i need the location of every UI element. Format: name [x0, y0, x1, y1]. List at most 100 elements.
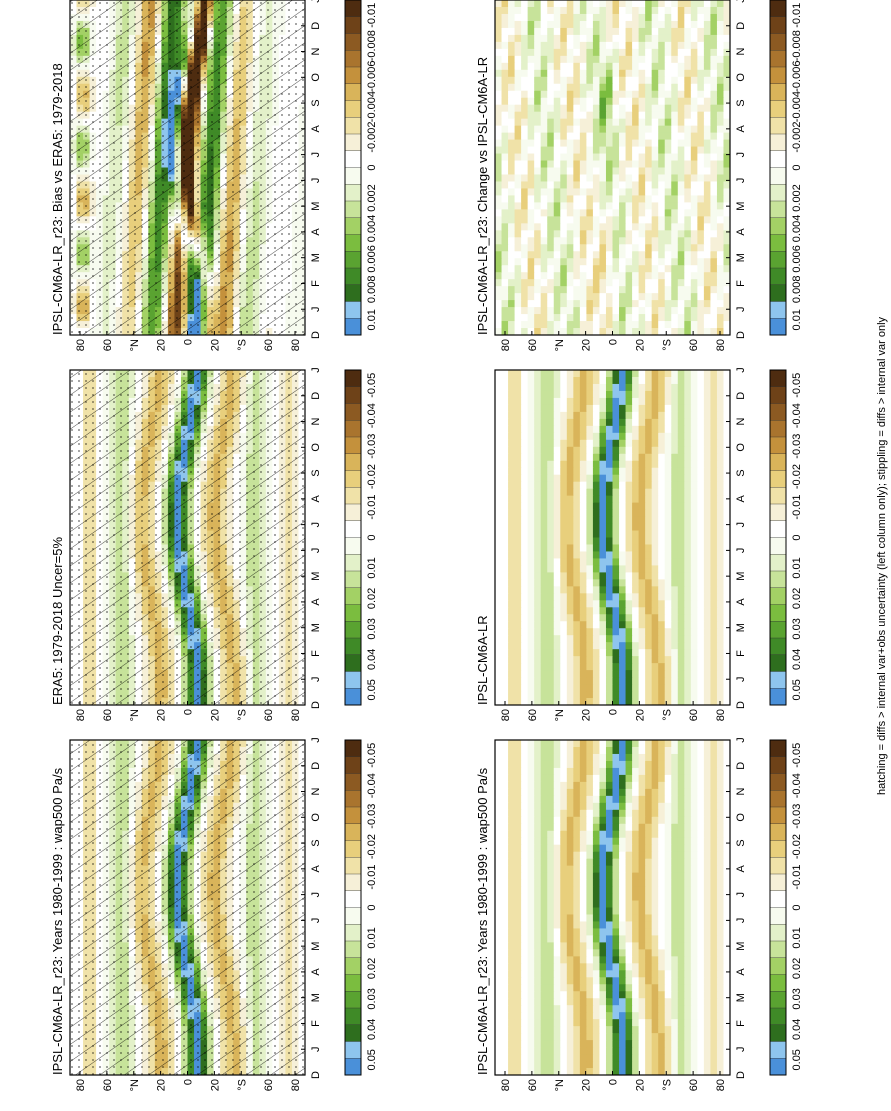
colorbar-swatch [344, 739, 362, 757]
colorbar-label: -0.03 [366, 434, 378, 459]
lat-tick-label: °S [236, 709, 248, 721]
colorbar-swatch [344, 907, 362, 925]
colorbar-swatch [344, 671, 362, 689]
month-tick-label: M [310, 572, 322, 581]
month-tick-label: A [310, 598, 322, 606]
month-tick-label: F [310, 1020, 322, 1027]
month-tick-label: J [310, 676, 322, 682]
lat-tick-label: 20 [209, 1079, 221, 1091]
month-tick-label: D [310, 1071, 322, 1079]
month-tick-label: D [310, 701, 322, 709]
colorbar-swatch [344, 873, 362, 891]
colorbar-swatch [344, 1057, 362, 1076]
lat-tick-label: 60 [102, 1079, 114, 1091]
month-tick-label: F [310, 650, 322, 657]
month-tick-label: M [310, 623, 322, 632]
month-tick-label: S [310, 839, 322, 846]
lat-tick-label: °N [129, 709, 141, 721]
colorbar-swatch [344, 1007, 362, 1025]
lat-tick-label: 20 [156, 709, 168, 721]
colorbar-swatch [344, 520, 362, 538]
lat-tick-label: °S [236, 1079, 248, 1091]
lat-tick-label: 60 [263, 709, 275, 721]
month-tick-label: M [310, 993, 322, 1002]
lat-tick-label: 20 [209, 709, 221, 721]
colorbar-label: -0.01 [366, 495, 378, 520]
colorbar-label: -0.03 [366, 804, 378, 829]
colorbar-label: 0.01 [366, 557, 378, 578]
month-tick-label: J [310, 522, 322, 528]
colorbar-label: 0.05 [366, 679, 378, 700]
lat-tick-label: 80 [290, 1079, 302, 1091]
colorbar-swatch [344, 990, 362, 1009]
colorbar-swatch [344, 453, 362, 471]
colorbar-swatch [344, 773, 362, 791]
month-tick-label: J [310, 1046, 322, 1052]
month-tick-label: D [310, 392, 322, 400]
colorbar-label: 0 [366, 534, 378, 540]
panel-model-left: IPSL-CM6A-LR_r23: Years 1980-1999 : wap5… [50, 737, 378, 1091]
month-tick-label: M [310, 942, 322, 951]
colorbar-swatch [344, 840, 362, 858]
colorbar-swatch [344, 587, 362, 605]
month-tick-label: J [310, 892, 322, 898]
colorbar-swatch [344, 806, 362, 824]
colorbar-swatch [344, 1041, 362, 1059]
colorbar-label: -0.02 [366, 834, 378, 859]
lat-tick-label: 0 [183, 1079, 195, 1085]
lat-tick-label: 60 [263, 1079, 275, 1091]
lat-tick-label: 80 [75, 1079, 87, 1091]
colorbar-swatch [344, 436, 362, 454]
figure-footer: hatching = diffs > internal var+obs unce… [876, 316, 888, 795]
lat-tick-label: 80 [290, 709, 302, 721]
panel-title: IPSL-CM6A-LR_r23: Bias vs ERA5: 1979-201… [50, 63, 65, 335]
lat-tick-label: 80 [75, 709, 87, 721]
colorbar-swatch [344, 1024, 362, 1042]
colorbar-swatch [344, 620, 362, 639]
month-tick-label: D [310, 762, 322, 770]
colorbar-label: -0.05 [366, 743, 378, 768]
panel-obs: ERA5: 1979-2018 Uncer=5% DJFMAMJJASONDJ80… [50, 367, 378, 721]
colorbar-swatch [344, 553, 362, 572]
rotated-figure: hatching = diffs > internal var+obs unce… [50, 0, 888, 1091]
colorbar-label: 0.03 [366, 988, 378, 1009]
colorbar-swatch [344, 570, 362, 588]
month-tick-label: A [310, 495, 322, 503]
colorbar-swatch [344, 957, 362, 975]
panel-bias: IPSL-CM6A-LR_r23: Bias vs ERA5: 1979-201… [50, 0, 378, 351]
panel-title: IPSL-CM6A-LR_r23: Years 1980-1999 : wap5… [50, 767, 65, 1075]
colorbar-swatch [344, 823, 362, 841]
lat-tick-label: 60 [102, 709, 114, 721]
month-tick-label: A [310, 968, 322, 976]
colorbar-swatch [344, 756, 362, 774]
colorbar-swatch [344, 470, 362, 488]
colorbar-swatch [344, 369, 362, 387]
month-tick-label: J [310, 548, 322, 554]
colorbar-label: -0.04 [366, 773, 378, 798]
lat-tick-label: °N [129, 1079, 141, 1091]
colorbar-label: 0.02 [366, 588, 378, 609]
colorbar-label: -0.05 [366, 373, 378, 398]
colorbar-swatch [344, 486, 362, 505]
colorbar-swatch [344, 386, 362, 404]
lat-tick-label: 0 [183, 709, 195, 715]
colorbar-label: -0.01 [366, 865, 378, 890]
month-tick-label: O [310, 813, 322, 822]
colorbar-swatch [344, 637, 362, 655]
colorbar-label: 0.04 [366, 649, 378, 670]
panel-title: ERA5: 1979-2018 Uncer=5% [50, 537, 65, 705]
colorbar-swatch [344, 654, 362, 672]
colorbar-swatch [344, 419, 362, 438]
month-tick-label: N [310, 418, 322, 426]
colorbar-swatch [344, 403, 362, 421]
colorbar-swatch [344, 687, 362, 706]
colorbar-swatch [344, 890, 362, 908]
stippling-overlay [70, 370, 305, 705]
colorbar-swatch [344, 604, 362, 622]
month-tick-label: J [310, 918, 322, 924]
colorbar-swatch [344, 856, 362, 875]
stippling-overlay [70, 740, 305, 1075]
colorbar-label: -0.04 [366, 403, 378, 428]
colorbar-label: -0.02 [366, 464, 378, 489]
colorbar-label: 0.04 [366, 1019, 378, 1040]
